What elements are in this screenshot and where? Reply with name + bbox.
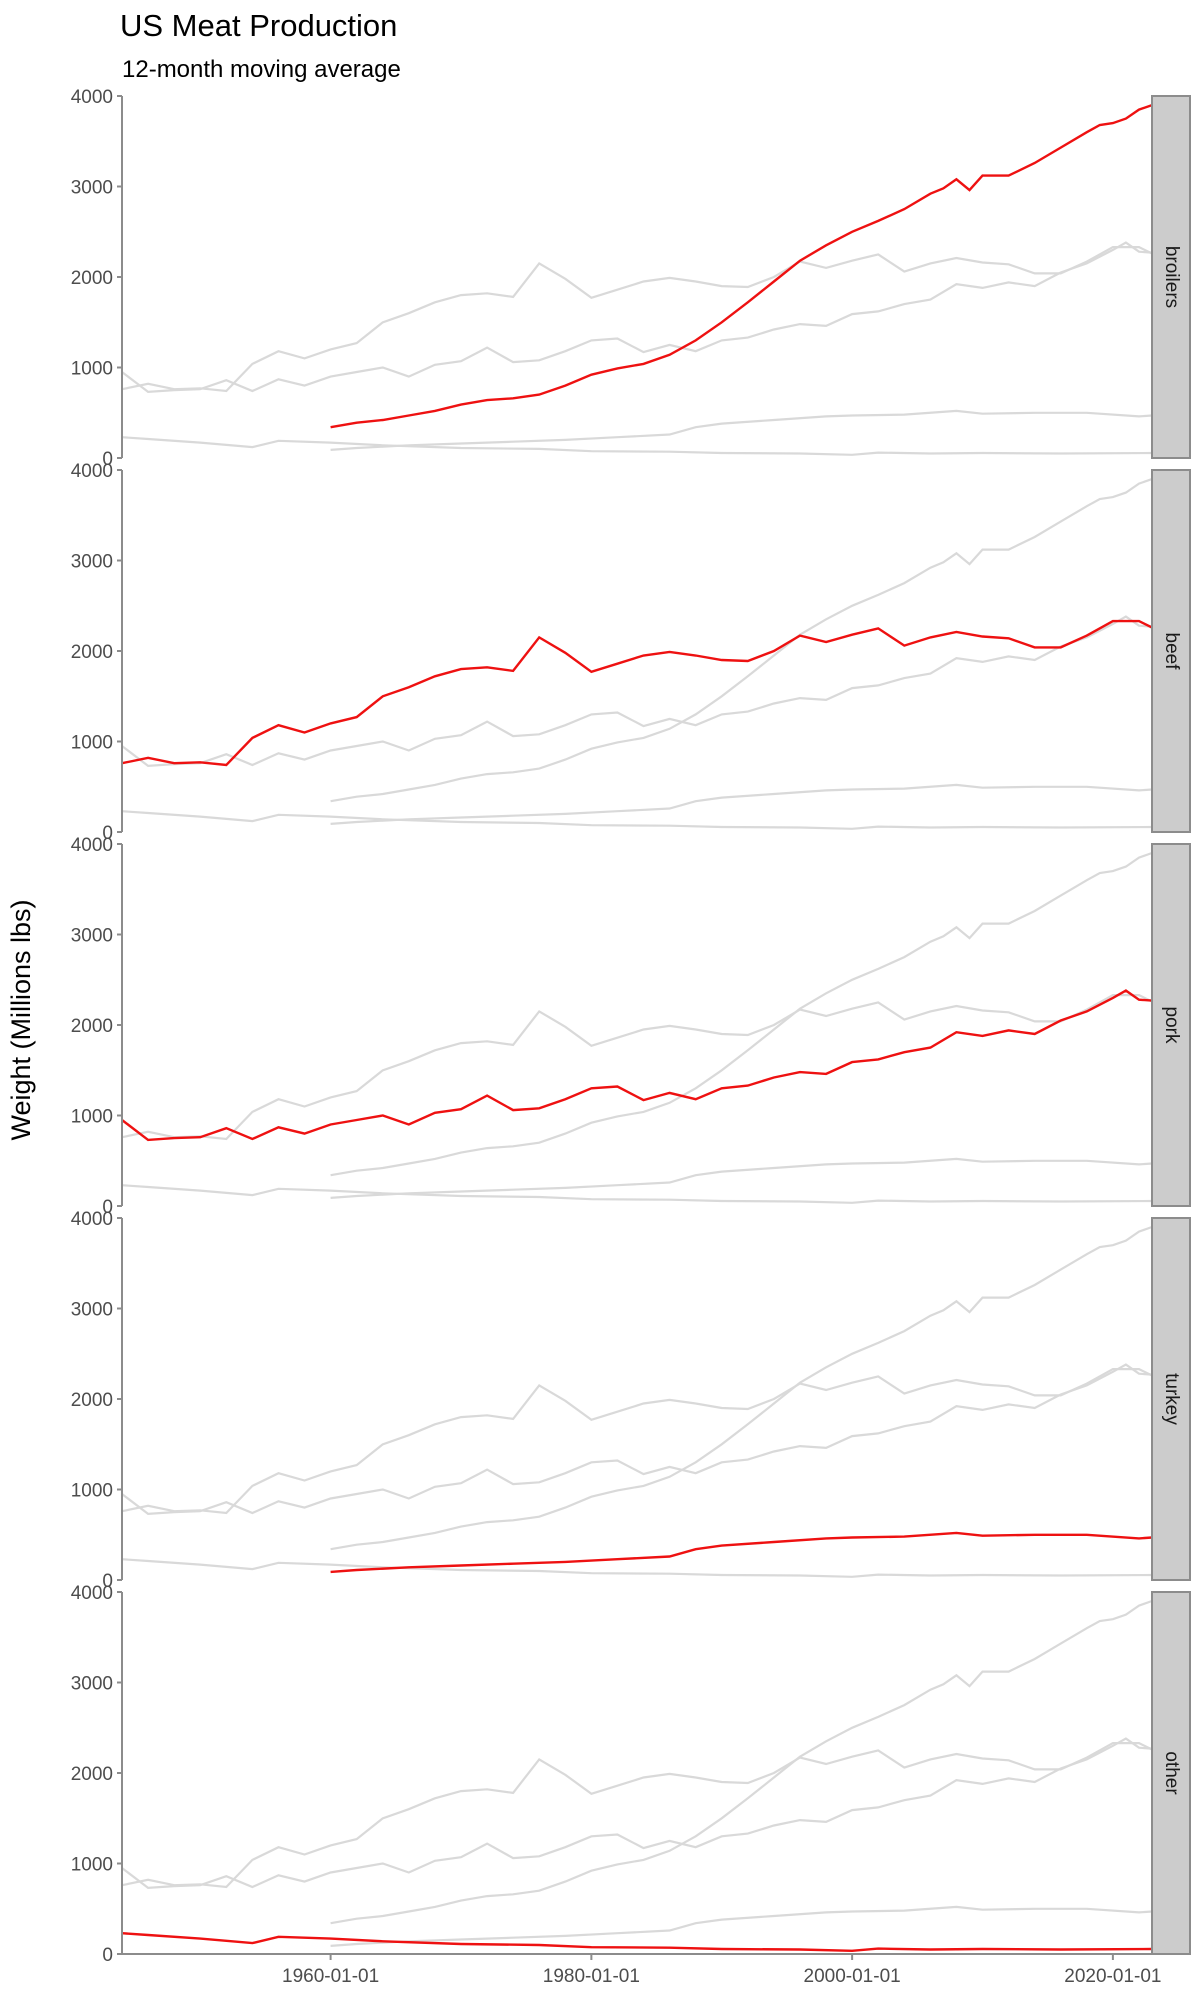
facet-strip-label: pork	[1161, 1007, 1182, 1044]
background-series-line	[330, 409, 1153, 451]
background-series-line	[121, 615, 1153, 768]
y-tick-label: 3000	[71, 1674, 113, 1695]
x-axis-ticks: 1960-01-01 1980-01-01 2000-01-01 2020-01-01	[282, 1954, 1161, 1987]
y-tick-label: 0	[102, 449, 113, 470]
y-tick-label: 1000	[71, 1855, 113, 1876]
background-series-line	[330, 851, 1153, 1177]
chart-title: US Meat Production	[120, 8, 397, 43]
y-tick-label: 0	[102, 1197, 113, 1218]
facet-panel-other: 0 1000 2000 3000 4000 other	[71, 1583, 1191, 1966]
highlighted-series-line	[330, 1531, 1153, 1574]
y-tick-label: 4000	[71, 1583, 113, 1604]
highlighted-series-line	[121, 1932, 1153, 1953]
y-tick-label: 3000	[71, 552, 113, 573]
x-tick-label: 2000-01-01	[804, 1966, 901, 1987]
facet-panel-pork: 0 1000 2000 3000 4000 pork	[71, 835, 1191, 1218]
background-series-line	[330, 1905, 1153, 1947]
y-tick-label: 4000	[71, 87, 113, 108]
y-tick-label: 4000	[71, 1209, 113, 1230]
background-series-line	[121, 810, 1153, 830]
background-series-line	[121, 1368, 1153, 1515]
y-tick-label: 2000	[71, 1016, 113, 1037]
facet-panel-beef: 0 1000 2000 3000 4000 beef	[71, 461, 1191, 844]
background-series-line	[330, 1225, 1153, 1551]
y-tick-label: 2000	[71, 1764, 113, 1785]
highlighted-series-line	[330, 103, 1153, 429]
facet-strip-label: turkey	[1161, 1373, 1182, 1425]
y-tick-label: 1000	[71, 1481, 113, 1502]
facet-strip	[1151, 469, 1191, 833]
facet-panel-broilers: 0 1000 2000 3000 4000 broilers	[71, 87, 1191, 470]
y-tick-label: 4000	[71, 835, 113, 856]
background-series-line	[330, 1599, 1153, 1925]
y-tick-label: 3000	[71, 178, 113, 199]
y-tick-label: 0	[102, 1571, 113, 1592]
background-series-line	[330, 1157, 1153, 1199]
y-tick-label: 1000	[71, 359, 113, 380]
background-series-line	[121, 1363, 1153, 1516]
facet-strip-label: broilers	[1161, 246, 1182, 308]
facet-strip-label: beef	[1161, 633, 1182, 671]
background-series-line	[121, 241, 1153, 394]
y-tick-label: 2000	[71, 642, 113, 663]
chart-subtitle: 12-month moving average	[122, 56, 401, 83]
background-series-line	[330, 478, 1153, 803]
highlighted-series-line	[121, 619, 1153, 767]
y-axis-label: Weight (Millions lbs)	[6, 899, 36, 1140]
background-series-line	[121, 1742, 1153, 1889]
facet-strip	[1151, 843, 1191, 1207]
facet-strip	[1151, 95, 1191, 459]
facet-panels: 0 1000 2000 3000 4000 broilers 0 1000 2000 3000 40…	[71, 87, 1191, 1987]
background-series-line	[121, 994, 1153, 1141]
background-series-line	[121, 1737, 1153, 1890]
background-series-line	[330, 783, 1153, 825]
y-tick-label: 0	[102, 823, 113, 844]
background-series-line	[121, 436, 1153, 456]
facet-panel-turkey: 0 1000 2000 3000 4000 turkey	[71, 1209, 1191, 1592]
facet-strip	[1151, 1217, 1191, 1581]
background-series-line	[121, 246, 1153, 393]
background-series-line	[121, 1184, 1153, 1204]
x-tick-label: 2020-01-01	[1064, 1966, 1161, 1987]
facet-strip	[1151, 1591, 1191, 1955]
y-tick-label: 2000	[71, 268, 113, 289]
y-tick-label: 4000	[71, 461, 113, 482]
background-series-line	[121, 1558, 1153, 1578]
highlighted-series-line	[121, 989, 1153, 1142]
y-tick-label: 0	[102, 1945, 113, 1966]
y-tick-label: 1000	[71, 1107, 113, 1128]
y-tick-label: 1000	[71, 733, 113, 754]
y-tick-label: 3000	[71, 926, 113, 947]
x-tick-label: 1960-01-01	[282, 1966, 379, 1987]
y-tick-label: 2000	[71, 1390, 113, 1411]
x-tick-label: 1980-01-01	[543, 1966, 640, 1987]
facet-strip-label: other	[1161, 1751, 1182, 1795]
y-tick-label: 3000	[71, 1300, 113, 1321]
